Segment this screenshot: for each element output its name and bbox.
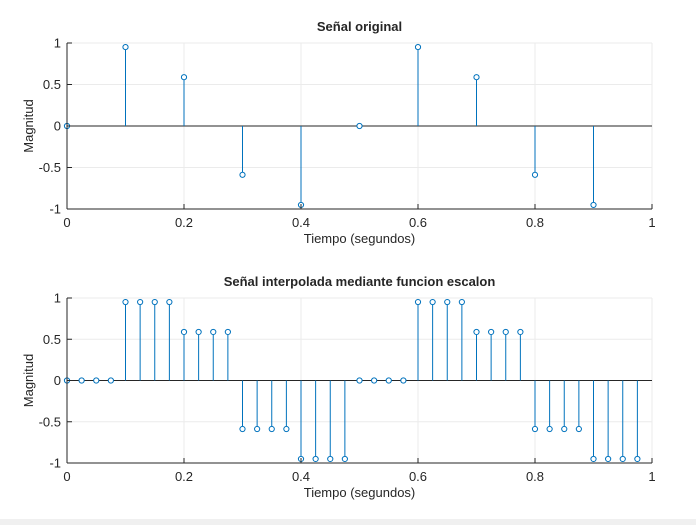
stem-marker — [122, 43, 129, 51]
stem-marker — [414, 298, 422, 306]
y-tick-label: -0.5 — [39, 414, 61, 429]
stem-marker — [312, 455, 319, 463]
x-tick-label: 0 — [63, 215, 70, 230]
stem-marker — [385, 377, 392, 384]
stem-marker — [122, 298, 129, 306]
stem-marker — [137, 298, 144, 306]
x-axis-label: Tiempo (segundos) — [304, 485, 416, 500]
stem-marker — [195, 328, 202, 336]
stem-marker — [283, 425, 290, 433]
subplot-original: 0 0.2 0.4 0.6 0.8 1 -1 -0.5 0 0.5 1 Señal original T… — [21, 19, 656, 246]
stem-marker — [458, 298, 465, 306]
stem-marker — [151, 298, 158, 306]
y-tick-label: 0.5 — [43, 77, 61, 92]
x-tick-label: 0.2 — [175, 215, 193, 230]
stem-marker — [605, 455, 612, 463]
x-tick-label: 0.8 — [526, 215, 544, 230]
subplot-interpolated: 0 0.2 0.4 0.6 0.8 1 -1 -0.5 0 0.5 1 Señal interpola… — [21, 274, 656, 500]
x-tick-label: 0.2 — [175, 469, 193, 484]
stem-marker — [531, 425, 539, 433]
stem-marker — [239, 425, 246, 433]
stem-marker — [254, 425, 261, 433]
y-tick-label: 0 — [54, 373, 61, 388]
stem-marker — [444, 298, 451, 306]
stem-marker — [356, 377, 363, 384]
stem-marker — [561, 425, 568, 433]
stem-marker — [634, 455, 641, 463]
stem-marker — [414, 43, 422, 51]
stem-marker — [488, 328, 495, 336]
stem-marker — [473, 328, 480, 336]
x-tick-label: 0.6 — [409, 469, 427, 484]
y-tick-label: -1 — [49, 456, 61, 471]
chart-title: Señal interpolada mediante funcion escal… — [224, 274, 496, 289]
stem-marker — [590, 455, 597, 463]
stem-marker — [268, 425, 275, 433]
stem-marker — [327, 455, 334, 463]
y-axis-label: Magnitud — [21, 99, 36, 152]
stem-marker — [210, 328, 217, 336]
y-tick-label: -1 — [49, 202, 61, 217]
y-axis-label: Magnitud — [21, 354, 36, 407]
stem-marker — [341, 455, 348, 463]
stem-marker — [400, 377, 407, 384]
y-tick-label: 1 — [54, 36, 61, 51]
stem-marker — [239, 171, 246, 178]
stem-marker — [619, 455, 626, 463]
x-tick-label: 1 — [648, 215, 655, 230]
x-tick-label: 0.8 — [526, 469, 544, 484]
stem-marker — [531, 171, 539, 178]
y-tick-label: -0.5 — [39, 160, 61, 175]
stem-marker — [180, 328, 188, 336]
stem-marker — [93, 377, 100, 384]
stem-marker — [429, 298, 436, 306]
stem-marker — [180, 74, 188, 81]
x-tick-label: 0.4 — [292, 215, 310, 230]
stem-marker — [224, 328, 231, 336]
stem-marker — [590, 201, 597, 209]
stem-marker — [575, 425, 582, 433]
stem-marker — [517, 328, 524, 336]
stem-marker — [166, 298, 173, 306]
x-tick-label: 0 — [63, 469, 70, 484]
y-tick-label: 0 — [54, 119, 61, 134]
stem-marker — [356, 122, 363, 130]
stem-marker — [546, 425, 553, 433]
x-tick-label: 1 — [648, 469, 655, 484]
stem-marker — [371, 377, 378, 384]
y-tick-label: 0.5 — [43, 332, 61, 347]
chart-title: Señal original — [317, 19, 402, 34]
stem-marker — [502, 328, 509, 336]
stem-marker — [107, 377, 114, 384]
stem-marker — [473, 74, 480, 81]
stem-marker — [78, 377, 85, 384]
x-tick-label: 0.4 — [292, 469, 310, 484]
y-tick-label: 1 — [54, 291, 61, 306]
figure-footer-strip — [0, 519, 696, 525]
x-tick-label: 0.6 — [409, 215, 427, 230]
x-axis-label: Tiempo (segundos) — [304, 231, 416, 246]
